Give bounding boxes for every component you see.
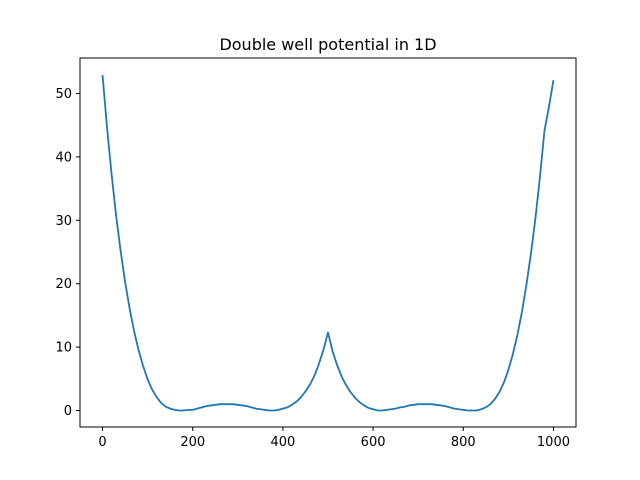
plot-area	[101, 75, 555, 412]
y-tick-label: 50	[55, 87, 72, 102]
y-tick-label: 20	[55, 277, 72, 292]
series-line-0	[101, 75, 555, 412]
axes-frame	[79, 57, 577, 428]
x-tick-label: 600	[361, 435, 386, 450]
x-tick-label: 0	[98, 435, 106, 450]
y-tick-label: 30	[55, 214, 72, 229]
y-tick-label: 40	[55, 150, 72, 165]
y-tick-label: 10	[55, 341, 72, 356]
chart-title: Double well potential in 1D	[219, 35, 436, 54]
x-tick-label: 800	[451, 435, 476, 450]
y-tick-label: 0	[64, 404, 72, 419]
y-axis: 0 10 20 30 40 50	[55, 87, 80, 419]
x-axis: 0 200 400 600 800 1000	[98, 427, 570, 450]
x-tick-label: 200	[180, 435, 205, 450]
x-tick-label: 1000	[537, 435, 570, 450]
x-tick-label: 400	[270, 435, 295, 450]
